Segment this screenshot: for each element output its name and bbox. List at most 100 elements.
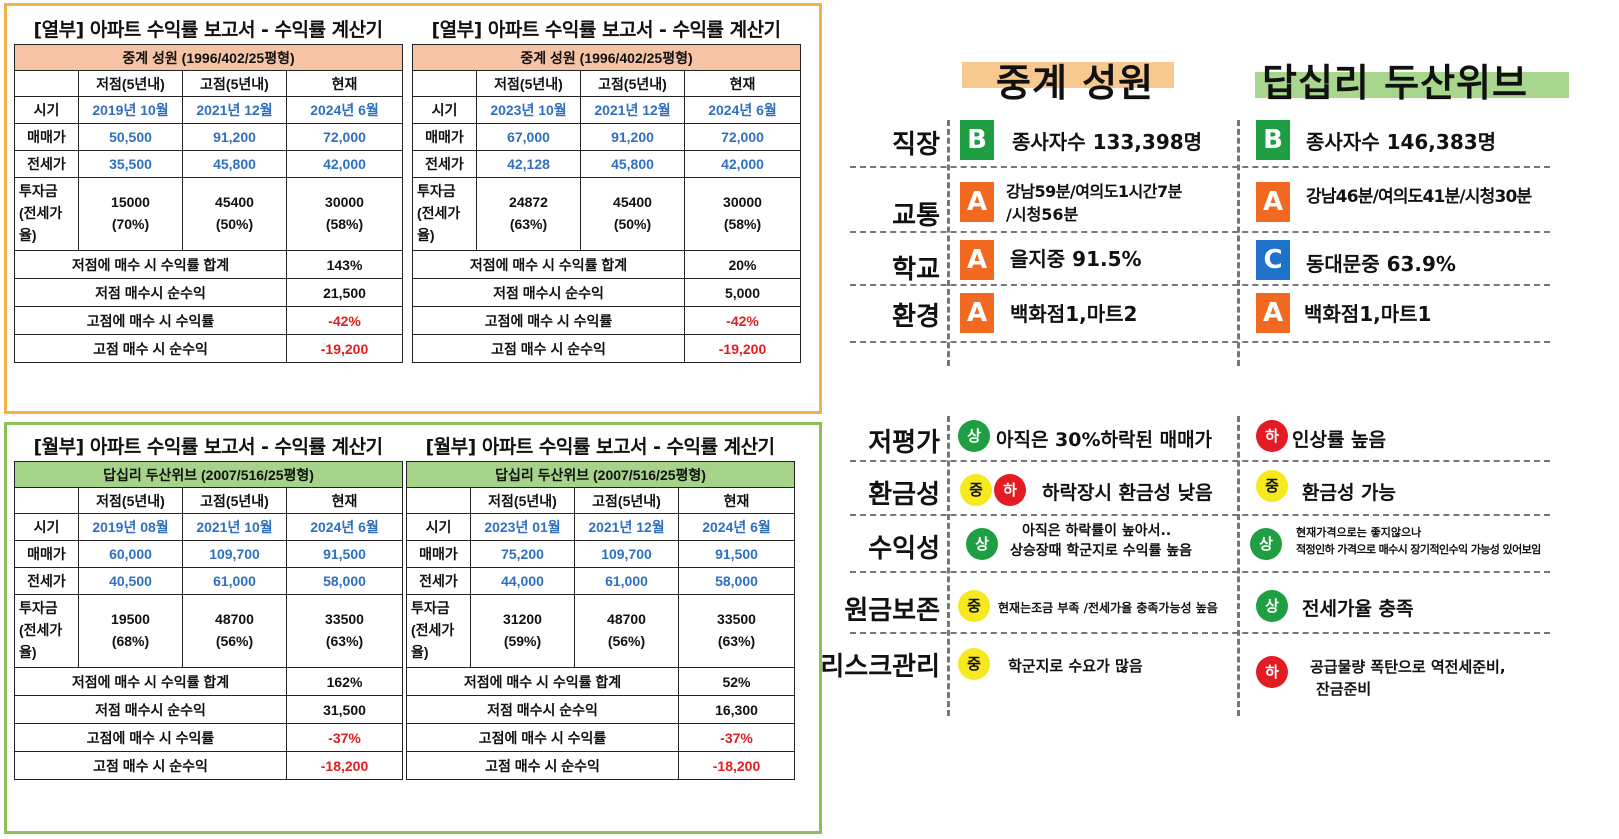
summary-label: 저점 매수시 순수익 [406,695,679,724]
eval-category-label: 수익성 [868,534,940,564]
col-header [406,487,471,514]
level-low-badge: 하 [1256,656,1288,688]
level-high-badge: 상 [1256,590,1288,622]
summary-value: 31,500 [285,695,404,724]
grade-badge: C [1256,240,1290,280]
cell: 45,800 [182,150,287,178]
row-label: 매매가 [406,540,471,568]
investment-cell: 30000 (58%) [286,177,403,251]
calc-card-2: [열부] 아파트 수익률 보고서 - 수익률 계산기 중계 성원 (1996/4… [412,16,801,363]
calc-table: 중계 성원 (1996/402/25평형) 저점(5년내) 고점(5년내) 현재… [14,44,403,363]
row-label: 시기 [14,513,79,541]
cell: 2021년 10월 [182,513,287,541]
eval-text: 아직은 하락률이 높아서.. [1022,523,1172,539]
divider-horizontal [850,284,1550,286]
divider-horizontal [850,341,1550,343]
cell: 42,000 [684,150,801,178]
cell: 72,000 [286,123,403,151]
calc-card-3: [월부] 아파트 수익률 보고서 - 수익률 계산기 답십리 두산위브 (200… [13,433,404,780]
category-label: 교통 [892,201,940,231]
cell: 67,000 [476,123,581,151]
eval-text: 인상률 높음 [1292,429,1387,451]
col-header: 저점(5년내) [78,70,183,97]
cell: 42,128 [476,150,581,178]
col-header: 저점(5년내) [476,70,581,97]
investment-cell: 33500 (63%) [677,594,796,668]
eval-text: 잔금준비 [1316,680,1372,698]
grade-badge: B [1256,120,1290,160]
eval-text: 현재가격으로는 좋지않으나 [1296,526,1422,539]
row-label: 전세가 [406,567,471,595]
col-header: 고점(5년내) [580,70,685,97]
eval-text: 전세가율 충족 [1302,598,1414,620]
summary-label: 저점에 매수 시 수익률 합계 [412,250,685,279]
calc-table: 답십리 두산위브 (2007/516/25평형) 저점(5년내) 고점(5년내)… [13,461,404,780]
cell: 91,200 [580,123,685,151]
cell: 2021년 12월 [182,96,287,124]
summary-label: 고점 매수 시 순수익 [14,751,287,780]
investment-label: 투자금 (전세가 율) [406,594,471,668]
apt1-title: 중계 성원 [996,61,1155,105]
row-label: 전세가 [14,567,79,595]
col-header: 현재 [286,70,403,97]
investment-cell: 15000 (70%) [78,177,183,251]
summary-label: 저점에 매수 시 수익률 합계 [14,667,287,696]
card-title: [열부] 아파트 수익률 보고서 - 수익률 계산기 [33,19,383,41]
divider-horizontal [850,166,1550,168]
eval-category-label: 환금성 [868,480,940,510]
metric-text: 백화점1,마트2 [1010,302,1138,326]
grade-badge: A [960,293,994,333]
eval-text: 아직은 30%하락된 매매가 [996,429,1213,451]
investment-label: 투자금 (전세가 율) [14,177,79,251]
col-header: 현재 [677,487,796,514]
card-title: [월부] 아파트 수익률 보고서 - 수익률 계산기 [33,436,383,458]
col-header: 고점(5년내) [574,487,679,514]
eval-text: 공급물량 폭탄으로 역전세준비, [1310,658,1506,676]
divider-horizontal [850,571,1550,573]
divider-vertical [947,416,950,716]
summary-label: 고점 매수 시 순수익 [14,334,287,363]
category-label: 환경 [892,302,940,332]
summary-value: 52% [677,667,796,696]
summary-value: -37% [285,723,404,752]
col-header: 저점(5년내) [470,487,575,514]
apartment-header: 중계 성원 (1996/402/25평형) [412,44,801,71]
cell: 40,500 [78,567,183,595]
grade-badge: A [1256,293,1290,333]
cell: 2024년 6월 [286,96,403,124]
eval-text: 적정인하 가격으로 매수시 장기적인수익 가능성 있어보임 [1296,543,1541,556]
level-low-badge: 하 [1256,420,1288,452]
cell: 2019년 08월 [78,513,183,541]
level-mid-badge: 중 [1256,470,1288,502]
summary-label: 저점 매수시 순수익 [14,278,287,307]
summary-value: -19,200 [286,334,403,363]
apartment-header: 답십리 두산위브 (2007/516/25평형) [13,461,404,488]
summary-value: 162% [285,667,404,696]
cell: 2021년 12월 [580,96,685,124]
investment-cell: 48700 (56%) [182,594,287,668]
col-header: 고점(5년내) [182,487,287,514]
category-label: 학교 [892,255,940,285]
col-header: 고점(5년내) [182,70,287,97]
row-label: 매매가 [14,540,79,568]
grade-badge: A [960,182,994,222]
cell: 35,500 [78,150,183,178]
category-label: 직장 [892,130,940,160]
cell: 44,000 [470,567,575,595]
level-mid-badge: 중 [958,648,990,680]
col-header: 현재 [684,70,801,97]
investment-cell: 45400 (50%) [182,177,287,251]
metric-text: 종사자수 146,383명 [1306,130,1497,154]
eval-text: 환금성 가능 [1302,482,1397,504]
metric-text: 을지중 91.5% [1010,247,1142,271]
col-header [14,70,79,97]
level-low-badge: 하 [994,474,1026,506]
investment-cell: 19500 (68%) [78,594,183,668]
apt2-title: 답십리 두산위브 [1262,61,1528,105]
apt2-title-highlight [1255,72,1569,98]
divider-horizontal [850,460,1550,462]
level-high-badge: 상 [1250,528,1282,560]
summary-label: 고점에 매수 시 수익률 [14,306,287,335]
cell: 2024년 6월 [285,513,404,541]
metric-text: 동대문중 63.9% [1306,252,1456,276]
